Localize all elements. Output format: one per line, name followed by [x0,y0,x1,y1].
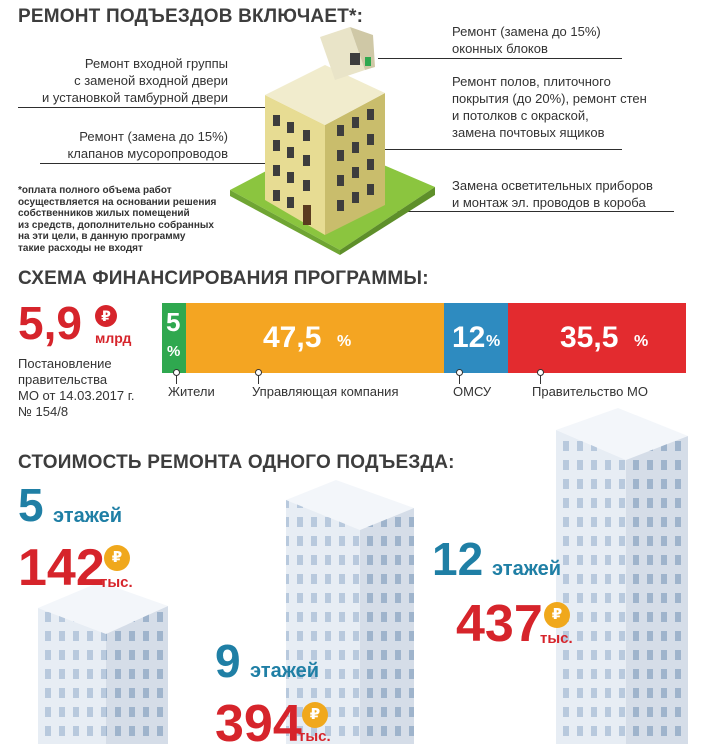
note-floors-walls: Ремонт полов, плиточного покрытия (до 20… [452,73,692,141]
total-unit: млрд [95,330,132,346]
note-line: и монтаж эл. проводов в короба [452,195,646,210]
buildings-icon [38,408,688,744]
label-residents: Жители [168,384,215,399]
cost-5-floors: 142 [18,539,105,597]
leader-line [318,211,674,212]
ruble-icon: ₽ [104,545,130,571]
note-line: и потолков с окраской, [452,108,589,123]
segment-omsu: 12 % [444,303,508,373]
footnote-line: из средств, дополнительно собранных [18,219,214,231]
cost-5-unit: тыс. [100,574,133,591]
segment-percent: % [634,333,649,350]
floors-12-word: этажей [492,558,562,580]
segment-tick [173,369,180,384]
footnote-line: собственников жилых помещений [18,208,190,219]
segment-percent: % [337,333,352,350]
floors-5-number: 5 [18,479,44,531]
cost-9-unit: тыс. [298,728,331,745]
segment-value: 5 [166,307,181,337]
cost-9-floors: 394 [215,695,302,753]
segment-value: 35,5 [560,321,619,354]
label-omsu: ОМСУ [453,384,492,399]
floors-9-word: этажей [250,660,320,682]
note-line: Ремонт (замена до 15%) [79,129,228,144]
segment-government-mo: 35,5 % [508,303,686,373]
footnote-line: такие расходы не входят [18,242,143,254]
note-line: Замена осветительных приборов [452,178,653,193]
leader-line [18,107,282,108]
note-line: с заменой входной двери [74,73,228,88]
note-garbage-chutes: Ремонт (замена до 15%) клапанов мусоропр… [8,128,228,162]
segment-tick [255,369,262,384]
decree-line: МО от 14.03.2017 г. [18,388,135,403]
note-line: Ремонт полов, плиточного [452,74,611,89]
section1-title: РЕМОНТ ПОДЪЕЗДОВ ВКЛЮЧАЕТ*: [18,6,364,27]
building-illustration-icon [230,27,435,255]
segment-residents: 5 % [162,303,186,373]
note-windows: Ремонт (замена до 15%) оконных блоков [452,23,692,57]
label-management-company: Управляющая компания [252,384,399,399]
decree-line: № 154/8 [18,404,69,419]
decree-line: правительства [18,372,108,387]
segment-value: 47,5 [263,321,322,354]
leader-line [378,58,622,59]
ruble-icon: ₽ [95,305,117,327]
segment-value: 12 [452,321,486,354]
note-line: Ремонт (замена до 15%) [452,24,601,39]
decree-text: Постановление правительства МО от 14.03.… [18,356,135,420]
note-line: покрытия (до 20%), ремонт стен [452,91,647,106]
note-line: клапанов мусоропроводов [67,146,228,161]
note-line: Ремонт входной группы [84,56,228,71]
total-amount: 5,9 [18,297,82,349]
note-lighting: Замена осветительных приборов и монтаж э… [452,177,692,211]
floors-12-number: 12 [432,533,484,585]
ruble-icon: ₽ [544,602,570,628]
label-government-mo: Правительство МО [532,384,648,399]
cost-12-floors: 437 [456,595,543,653]
section2-title: СХЕМА ФИНАНСИРОВАНИЯ ПРОГРАММЫ: [18,268,429,289]
footnote-line: *оплата полного объема работ [18,185,172,196]
segment-tick [537,369,544,384]
leader-line [40,163,288,164]
cost-12-unit: тыс. [540,630,573,647]
floors-5-word: этажей [53,505,123,527]
segment-tick [456,369,463,384]
note-line: и установкой тамбурной двери [42,90,228,105]
footnote-line: на эти цели, в данную программу [18,231,186,242]
footnote-line: осуществляется на основании решения [18,196,217,208]
section3-title: СТОИМОСТЬ РЕМОНТА ОДНОГО ПОДЪЕЗДА: [18,452,455,473]
note-line: оконных блоков [452,41,548,56]
segment-percent: % [167,343,181,360]
ruble-icon: ₽ [302,702,328,728]
segment-percent: % [486,333,501,350]
floors-9-number: 9 [215,635,241,687]
leader-line [320,149,622,150]
segment-management-company: 47,5 % [186,303,444,373]
note-entrance: Ремонт входной группы с заменой входной … [8,55,228,106]
note-line: замена почтовых ящиков [452,125,605,140]
footnote: *оплата полного объема работ осуществляе… [18,185,238,254]
decree-line: Постановление [18,356,112,371]
